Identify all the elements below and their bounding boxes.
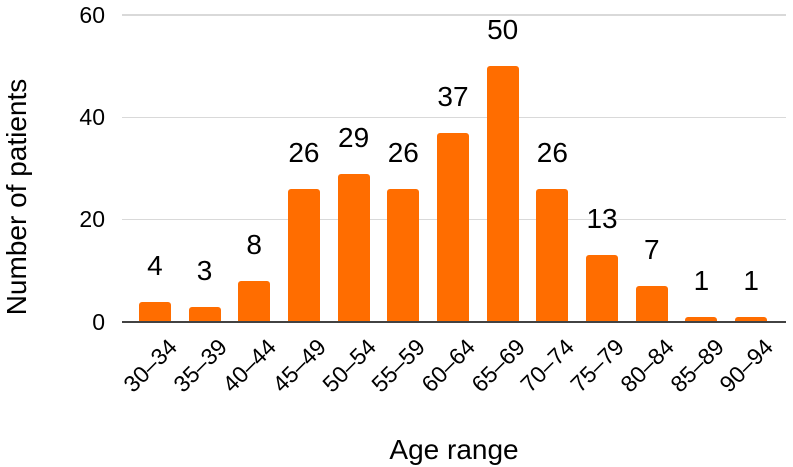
bar (536, 188, 569, 322)
x-tick-label: 45–49 (267, 333, 331, 398)
x-tick-label: 55–59 (366, 333, 431, 398)
x-tick-label: 60–64 (416, 333, 480, 398)
bar (735, 316, 768, 322)
y-tick-label: 20 (79, 206, 105, 233)
y-tick-label: 60 (79, 1, 105, 28)
bar-value-label: 13 (586, 203, 618, 235)
bar (387, 188, 420, 322)
x-tick-label: 65–69 (466, 333, 530, 398)
bar-value-label: 4 (147, 249, 163, 281)
bar-value-label: 50 (487, 14, 519, 46)
bar-value-label: 1 (693, 264, 710, 296)
x-axis-line (122, 321, 786, 323)
bar-value-label: 37 (437, 80, 469, 112)
bar (437, 132, 469, 322)
x-tick-label: 90–94 (714, 333, 779, 398)
x-tick-label: 70–74 (515, 333, 580, 398)
x-tick-label: 75–79 (565, 333, 630, 398)
x-tick-label: 35–39 (167, 333, 232, 398)
bar-value-label: 26 (536, 136, 568, 168)
bar-value-label: 8 (246, 229, 262, 261)
x-axis-title: Age range (389, 434, 519, 465)
bar (337, 173, 370, 322)
bars-container: 4 3 8 26 29 26 37 50 26 13 7 1 1 (122, 15, 786, 322)
bar (586, 255, 619, 322)
x-tick-label: 30–34 (118, 333, 182, 398)
x-tick-label: 85–89 (664, 333, 729, 398)
bar (635, 286, 668, 322)
x-tick-label: 40–44 (217, 333, 282, 398)
bar (188, 306, 221, 322)
bar-value-label: 3 (196, 254, 213, 286)
bar-value-label: 7 (643, 234, 660, 266)
bar-value-label: 29 (338, 121, 370, 153)
bar (685, 316, 718, 322)
y-axis-ticks: 0 20 40 60 (0, 0, 105, 467)
bar-value-label: 26 (387, 136, 419, 168)
bar-value-label: 1 (743, 264, 759, 296)
bar-value-label: 26 (288, 136, 320, 168)
y-tick-label: 0 (92, 308, 105, 335)
y-tick-label: 40 (79, 103, 105, 130)
bar (287, 188, 320, 322)
bar (138, 301, 171, 322)
gridline (122, 14, 786, 16)
x-tick-label: 50–54 (316, 333, 381, 398)
x-tick-label: 80–84 (615, 333, 679, 398)
gridline (122, 116, 786, 119)
bar (486, 66, 519, 322)
bar (238, 281, 271, 322)
plot-area: 4 3 8 26 29 26 37 50 26 13 7 1 1 30–34 35–39 40–44 45–4… (118, 14, 786, 397)
